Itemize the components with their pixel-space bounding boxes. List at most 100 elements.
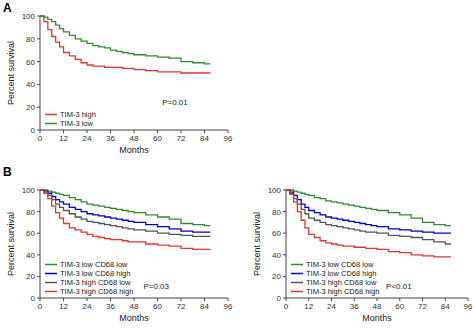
legend-swatch xyxy=(45,123,57,125)
plot-area xyxy=(40,16,210,73)
x-tick-label: 0 xyxy=(284,302,289,311)
legend: TIM-3 low CD68 lowTIM-3 low CD68 highTIM… xyxy=(291,260,379,296)
plot-area xyxy=(40,190,210,249)
x-tick-label: 0 xyxy=(38,302,43,311)
x-tick xyxy=(399,298,400,301)
x-tick xyxy=(87,130,88,133)
legend-label: TIM-3 high CD68 high xyxy=(60,287,133,296)
y-tick-label: 60 xyxy=(26,229,35,238)
x-axis-label: Months xyxy=(119,145,149,155)
x-tick xyxy=(110,130,111,133)
y-tick xyxy=(37,107,40,108)
y-tick-label: 100 xyxy=(22,186,36,195)
x-tick xyxy=(110,298,111,301)
x-tick xyxy=(354,298,355,301)
survival-line xyxy=(286,190,451,233)
x-tick-label: 24 xyxy=(327,302,336,311)
x-tick-label: 36 xyxy=(350,302,359,311)
legend-swatch xyxy=(45,273,57,275)
y-tick xyxy=(283,298,286,299)
x-tick xyxy=(134,298,135,301)
x-tick xyxy=(228,298,229,301)
legend-swatch xyxy=(291,273,303,275)
x-tick-label: 0 xyxy=(38,134,43,143)
x-tick-label: 84 xyxy=(200,302,209,311)
x-tick-label: 72 xyxy=(177,302,186,311)
legend-swatch xyxy=(45,264,57,266)
y-axis xyxy=(40,190,41,298)
x-tick-label: 60 xyxy=(395,302,404,311)
legend-label: TIM-3 high CD68 low xyxy=(60,278,131,287)
x-tick xyxy=(308,298,309,301)
survival-line xyxy=(40,190,210,236)
x-tick-label: 36 xyxy=(106,134,115,143)
survival-line xyxy=(286,190,451,244)
y-axis xyxy=(40,16,41,130)
y-tick-label: 0 xyxy=(31,126,36,135)
x-tick-label: 72 xyxy=(418,302,427,311)
y-axis-label: Percent survival xyxy=(6,212,16,276)
x-tick xyxy=(204,298,205,301)
x-tick-label: 96 xyxy=(224,302,233,311)
p-value: P=0.01 xyxy=(162,98,188,107)
y-axis-label: Percent survival xyxy=(252,212,262,276)
panel: 01224364860728496020406080100MonthsPerce… xyxy=(252,186,473,323)
y-tick xyxy=(37,130,40,131)
y-tick-label: 0 xyxy=(277,294,282,303)
legend-swatch xyxy=(45,114,57,116)
y-tick xyxy=(37,61,40,62)
x-axis-label: Months xyxy=(362,313,392,323)
y-tick xyxy=(283,190,286,191)
y-tick xyxy=(37,190,40,191)
legend-swatch xyxy=(291,282,303,284)
x-tick-label: 24 xyxy=(83,302,92,311)
y-tick xyxy=(37,276,40,277)
legend-label: TIM-3 low CD68 low xyxy=(60,260,128,269)
y-tick-label: 80 xyxy=(26,208,35,217)
p-value: P=0.03 xyxy=(143,282,169,291)
x-tick xyxy=(63,130,64,133)
y-tick-label: 60 xyxy=(26,58,35,67)
x-tick-label: 48 xyxy=(373,302,382,311)
x-tick-label: 84 xyxy=(441,302,450,311)
x-tick-label: 60 xyxy=(153,134,162,143)
panel-label: A xyxy=(3,1,12,15)
panel-label: B xyxy=(3,165,12,179)
legend-label: TIM-3 low CD68 high xyxy=(306,269,376,278)
legend-label: TIM-3 low CD68 low xyxy=(306,260,374,269)
x-tick-label: 60 xyxy=(153,302,162,311)
legend-label: TIM-3 low xyxy=(60,119,94,128)
y-tick xyxy=(37,16,40,17)
survival-line xyxy=(286,190,451,257)
legend-swatch xyxy=(291,291,303,293)
legend-label: TIM-3 high xyxy=(60,110,96,119)
x-tick xyxy=(63,298,64,301)
p-value: P<0.01 xyxy=(386,282,412,291)
survival-line xyxy=(40,190,210,249)
y-tick xyxy=(283,211,286,212)
y-tick-label: 80 xyxy=(26,35,35,44)
x-tick xyxy=(204,130,205,133)
x-tick xyxy=(445,298,446,301)
y-tick xyxy=(283,276,286,277)
y-tick xyxy=(37,211,40,212)
y-tick-label: 40 xyxy=(26,80,35,89)
x-tick xyxy=(87,298,88,301)
x-tick-label: 96 xyxy=(464,302,473,311)
y-tick-label: 60 xyxy=(272,229,281,238)
y-axis xyxy=(286,190,287,298)
x-tick-label: 24 xyxy=(83,134,92,143)
y-tick-label: 20 xyxy=(26,272,35,281)
y-tick xyxy=(283,254,286,255)
x-tick xyxy=(181,130,182,133)
legend: TIM-3 highTIM-3 low xyxy=(45,110,96,128)
y-tick-label: 40 xyxy=(26,251,35,260)
x-tick xyxy=(422,298,423,301)
x-tick-label: 36 xyxy=(106,302,115,311)
legend-swatch xyxy=(45,291,57,293)
y-tick-label: 20 xyxy=(272,272,281,281)
x-tick xyxy=(157,130,158,133)
legend: TIM-3 low CD68 lowTIM-3 low CD68 highTIM… xyxy=(45,260,133,296)
legend-label: TIM-3 low CD68 high xyxy=(60,269,130,278)
survival-line xyxy=(286,190,451,226)
